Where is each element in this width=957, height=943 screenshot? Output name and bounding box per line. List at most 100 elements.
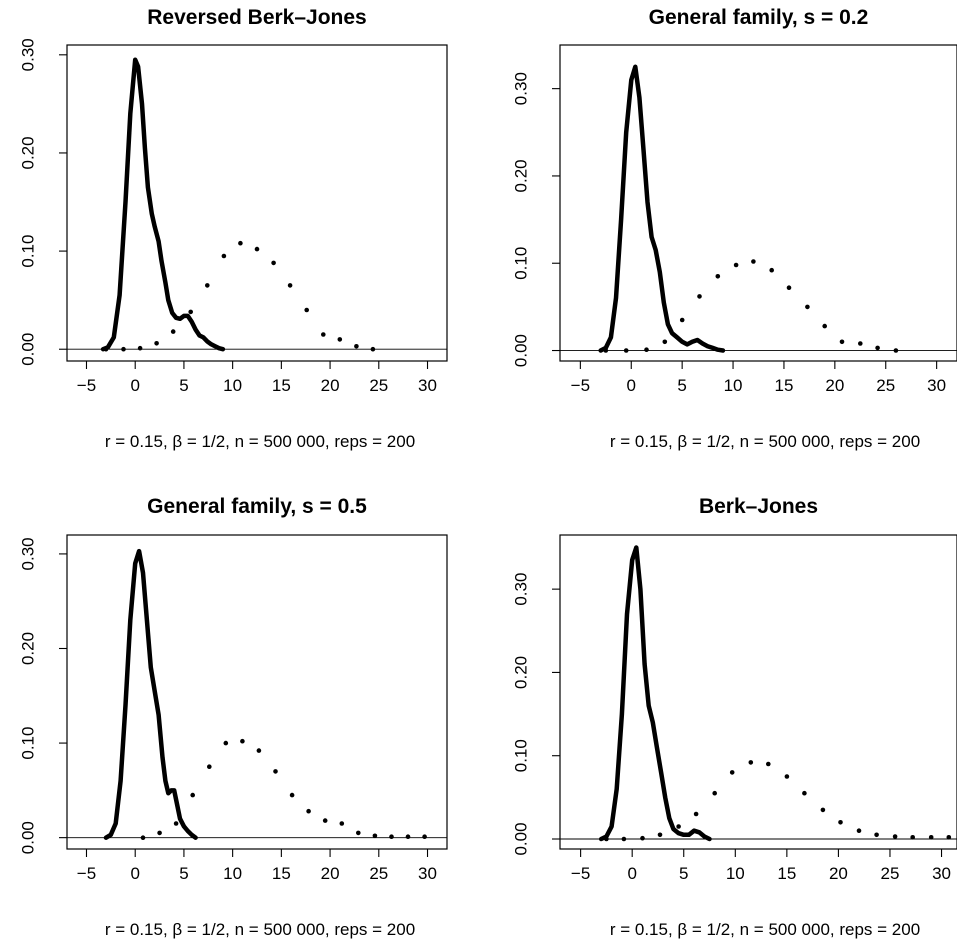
x-tick-label: 10: [726, 864, 745, 883]
x-tick-label: 30: [418, 864, 437, 883]
density-point-dotted: [389, 834, 394, 839]
y-tick-label: 0.00: [511, 822, 530, 855]
density-point-dotted: [621, 836, 627, 842]
y-tick-label: 0.10: [18, 235, 37, 268]
plot-frame: [66, 534, 448, 850]
density-curve-solid: [598, 545, 712, 842]
y-tick-label: 0.20: [18, 136, 37, 169]
y-tick-label: 0.20: [511, 159, 530, 192]
density-point-dotted: [337, 337, 343, 342]
x-tick-label: 0: [627, 376, 636, 395]
density-point-dotted: [254, 246, 260, 252]
x-tick-label: 15: [272, 864, 291, 883]
density-point-dotted: [802, 790, 807, 796]
density-point-dotted: [697, 294, 702, 299]
density-point-dotted: [910, 835, 915, 840]
density-point-dotted: [322, 818, 328, 823]
density-point-dotted: [729, 770, 735, 775]
x-tick-label: 25: [369, 376, 388, 395]
density-point-dotted: [422, 834, 427, 839]
density-curve-solid: [100, 57, 226, 352]
x-tick-label: −5: [571, 376, 590, 395]
density-point-dotted: [604, 836, 609, 842]
density-point-dotted: [173, 821, 179, 826]
density-point-dotted: [838, 820, 843, 825]
density-point-dotted: [207, 764, 212, 769]
density-point-dotted: [712, 790, 717, 796]
density-point-dotted: [679, 317, 685, 323]
density-point-dotted: [715, 274, 721, 279]
x-tick-label: −5: [77, 376, 96, 395]
density-point-dotted: [356, 830, 361, 836]
density-point-dotted: [370, 346, 376, 352]
density-point-dotted: [822, 323, 827, 329]
density-point-dotted: [240, 738, 245, 744]
y-tick-label: 0.20: [18, 632, 37, 665]
x-tick-label: 5: [679, 864, 688, 883]
x-tick-label: 0: [130, 864, 139, 883]
x-tick-label: 10: [223, 376, 242, 395]
density-point-dotted: [190, 792, 195, 798]
density-point-dotted: [238, 240, 243, 246]
density-point-dotted: [306, 808, 311, 814]
y-tick-label: 0.30: [511, 72, 530, 105]
x-tick-label: 15: [272, 376, 291, 395]
density-point-dotted: [839, 339, 845, 345]
x-tick-label: 15: [777, 864, 796, 883]
x-axis-label: r = 0.15, β = 1/2, n = 500 000, reps = 2…: [105, 432, 415, 451]
density-point-dotted: [170, 329, 176, 334]
density-point-dotted: [784, 774, 790, 779]
density-point-dotted: [273, 769, 278, 774]
density-point-dotted: [405, 834, 411, 839]
x-tick-label: 25: [881, 864, 900, 883]
density-point-dotted: [805, 304, 810, 310]
panel-2: General family, s = 0.2 −5 0 5 10 15 20 25 30 0.0…: [511, 6, 957, 451]
x-tick-label: 30: [418, 376, 437, 395]
y-tick-label: 0.30: [511, 573, 530, 606]
plot-frame: [559, 534, 957, 850]
x-axis-label: r = 0.15, β = 1/2, n = 500 000, reps = 2…: [610, 920, 920, 939]
density-point-dotted: [893, 348, 899, 353]
panel-title: General family, s = 0.5: [147, 495, 367, 518]
density-point-dotted: [766, 761, 771, 767]
panel-title: General family, s = 0.2: [649, 6, 869, 29]
x-tick-label: −5: [77, 864, 96, 883]
density-point-dotted: [858, 341, 863, 346]
x-tick-label: 10: [724, 376, 743, 395]
panel-1: Reversed Berk–Jones −5 0 5 10 15 20 25 30 0.00 0.1…: [18, 6, 448, 451]
density-point-dotted: [154, 341, 159, 346]
y-tick-label: 0.30: [18, 537, 37, 570]
density-point-dotted: [140, 835, 146, 840]
density-point-dotted: [321, 332, 326, 337]
x-tick-label: 5: [179, 376, 188, 395]
density-point-dotted: [769, 267, 774, 273]
x-tick-label: 30: [932, 864, 951, 883]
density-point-dotted: [221, 253, 227, 259]
plot-frame: [559, 44, 957, 362]
density-point-dotted: [662, 339, 668, 345]
x-tick-label: 0: [130, 376, 139, 395]
density-point-dotted: [751, 259, 756, 264]
density-point-dotted: [304, 307, 310, 313]
density-point-dotted: [676, 824, 681, 829]
density-point-dotted: [603, 348, 609, 353]
density-point-dotted: [372, 833, 378, 839]
density-point-dotted: [874, 832, 879, 838]
density-point-dotted: [786, 285, 792, 291]
x-tick-label: 30: [927, 376, 946, 395]
density-point-dotted: [287, 283, 293, 288]
y-tick-label: 0.00: [18, 821, 37, 854]
density-point-dotted: [946, 835, 952, 840]
plot-frame: [66, 44, 448, 362]
y-tick-label: 0.10: [511, 739, 530, 772]
panel-4: Berk–Jones −5 0 5 10 15 20 25 30 0.00 0.10 0.20 0.30…: [511, 495, 957, 939]
x-tick-label: 25: [876, 376, 895, 395]
x-axis-label: r = 0.15, β = 1/2, n = 500 000, reps = 2…: [610, 432, 920, 451]
density-point-dotted: [856, 828, 862, 833]
x-tick-label: 25: [369, 864, 388, 883]
density-point-dotted: [748, 760, 754, 765]
density-point-dotted: [205, 283, 210, 288]
density-point-dotted: [657, 832, 663, 838]
density-curve-solid: [598, 64, 726, 353]
